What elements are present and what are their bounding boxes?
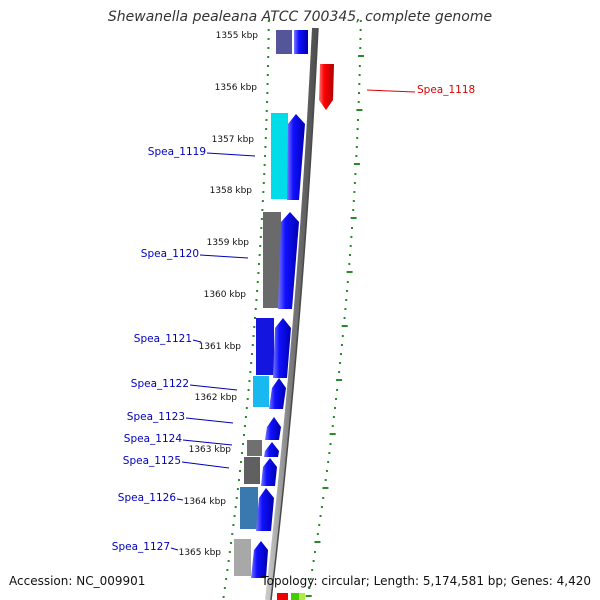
gene-label[interactable]: Spea_1127 (112, 541, 170, 553)
cog-track (234, 30, 292, 576)
cog-block (271, 113, 288, 199)
kbp-tick-label: 1364 kbp (184, 497, 227, 507)
inner-dotted-ring (222, 20, 270, 598)
gene-arrow (264, 442, 279, 457)
gene-arrow (251, 541, 268, 578)
gene-leader-line (192, 339, 202, 343)
gene-label[interactable]: Spea_1125 (123, 455, 181, 467)
gene-arrow (278, 212, 299, 309)
gene-label[interactable]: Spea_1120 (141, 248, 199, 260)
gene-leader-line (206, 152, 256, 157)
gene-label[interactable]: Spea_1121 (134, 333, 192, 345)
kbp-tick-label: 1358 kbp (210, 186, 253, 196)
forward-strand-track (251, 30, 308, 578)
kbp-tick-label: 1365 kbp (179, 548, 222, 558)
kbp-tick-label: 1362 kbp (195, 393, 238, 403)
gene-label[interactable]: Spea_1126 (118, 492, 177, 504)
gene-arrow (294, 30, 308, 54)
cog-block (253, 376, 269, 407)
genome-backbone (265, 27, 318, 600)
kbp-tick-label: 1357 kbp (212, 135, 255, 145)
cog-block (276, 30, 292, 54)
outer-dotted-ring (305, 20, 365, 597)
gene-label[interactable]: Spea_1119 (148, 146, 206, 158)
gene-label[interactable]: Spea_1122 (131, 378, 189, 390)
cog-block (240, 487, 258, 529)
gene-leader-line (189, 384, 238, 391)
gene-arrow (269, 378, 286, 409)
kbp-tick-label: 1363 kbp (189, 445, 232, 455)
kbp-tick-label: 1355 kbp (216, 31, 259, 41)
gene-label[interactable]: Spea_1124 (124, 433, 183, 445)
gene-labels: Spea_1118 Spea_1119 Spea_1120 Spea_1121 Spea… (112, 84, 475, 553)
gene-arrow (265, 417, 281, 440)
gene-leader-line (182, 439, 233, 446)
cog-block (244, 457, 260, 484)
accession-text: Accession: NC_009901 (9, 574, 146, 588)
gene-leader-line (181, 461, 230, 469)
gene-arrow (256, 488, 274, 531)
kbp-tick-label: 1359 kbp (207, 238, 250, 248)
gene-arrow (287, 114, 305, 200)
gene-leader-line (199, 254, 249, 259)
gene-arrow (261, 458, 277, 486)
gene-leader-line (366, 89, 416, 93)
cog-block (234, 539, 251, 576)
gene-leader-line (170, 547, 179, 551)
cog-block (256, 318, 274, 375)
kbp-ruler: 1355 kbp 1356 kbp 1357 kbp 1358 kbp 1359 kbp… (179, 31, 259, 558)
map-title: Shewanella pealeana ATCC 700345, complet… (107, 9, 493, 25)
kbp-tick-label: 1356 kbp (215, 83, 258, 93)
cog-block (263, 212, 281, 308)
gene-leader-line (185, 417, 234, 424)
gene-label[interactable]: Spea_1118 (417, 84, 475, 96)
gene-arrow (273, 318, 291, 378)
gene-leader-line (176, 498, 184, 501)
genome-summary: Topology: circular; Length: 5,174,581 bp… (261, 574, 591, 588)
cog-block (247, 440, 262, 456)
gene-label[interactable]: Spea_1123 (127, 411, 185, 423)
kbp-tick-label: 1360 kbp (204, 290, 247, 300)
kbp-tick-label: 1361 kbp (199, 342, 242, 352)
gene-arrow-reverse (319, 64, 334, 110)
